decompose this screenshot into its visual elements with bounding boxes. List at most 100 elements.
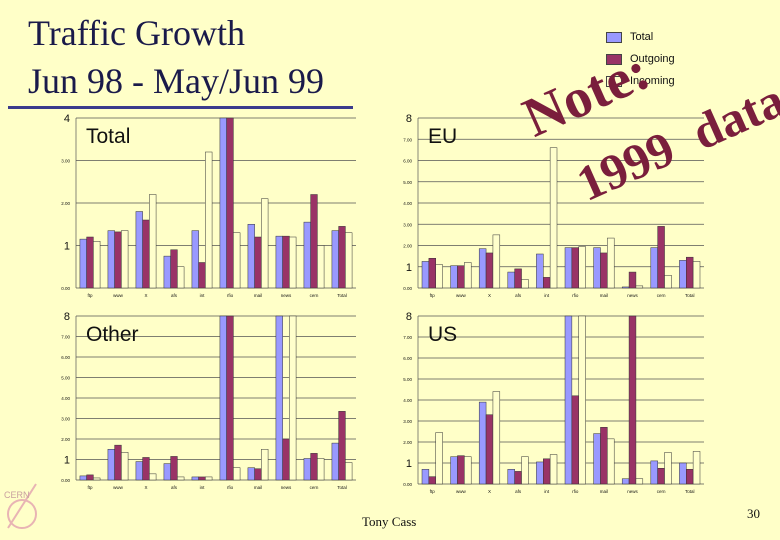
y-tick-label: 6.00 bbox=[403, 159, 412, 164]
legend-item-incoming: Incoming bbox=[606, 70, 675, 92]
bar-total-total bbox=[331, 230, 339, 289]
bar-outgoing-x bbox=[485, 252, 494, 289]
bar-incoming-total bbox=[692, 261, 701, 289]
bar-total-news bbox=[621, 286, 630, 289]
x-tick-label: X bbox=[144, 293, 147, 298]
bar-outgoing-www bbox=[114, 231, 122, 289]
x-tick-label: ftp bbox=[430, 489, 436, 494]
bar-outgoing-cern bbox=[657, 226, 665, 289]
bar-incoming-int bbox=[205, 151, 213, 289]
bar-total-news bbox=[275, 235, 283, 289]
bar-outgoing-mail bbox=[254, 468, 262, 481]
y-tick-label: 4.00 bbox=[403, 398, 412, 403]
y-tick-label: 8 bbox=[64, 311, 70, 323]
bar-incoming-ftp bbox=[435, 264, 443, 289]
svg-text:CERN: CERN bbox=[4, 490, 30, 500]
x-tick-label: ftp bbox=[87, 485, 93, 490]
bar-total-afs bbox=[163, 463, 171, 481]
bar-outgoing-ftp bbox=[428, 258, 436, 289]
legend-label-incoming: Incoming bbox=[630, 75, 675, 87]
bar-incoming-int bbox=[205, 476, 213, 481]
y-tick-label: 2.00 bbox=[61, 201, 70, 206]
bar-outgoing-news bbox=[282, 235, 290, 289]
bar-incoming-x bbox=[492, 391, 501, 485]
y-tick-label: 3.00 bbox=[61, 159, 70, 164]
bar-incoming-ftp bbox=[93, 241, 101, 289]
bar-incoming-news bbox=[635, 478, 644, 485]
bar-incoming-mail bbox=[607, 237, 615, 289]
bar-total-ftp bbox=[421, 469, 430, 485]
bar-incoming-afs bbox=[177, 266, 185, 289]
bar-total-news bbox=[621, 478, 630, 485]
bar-incoming-x bbox=[492, 234, 501, 289]
cern-logo-icon: CERN bbox=[4, 483, 37, 529]
bar-total-total bbox=[679, 462, 687, 485]
y-tick-label: 5.00 bbox=[61, 376, 70, 381]
x-tick-label: int bbox=[544, 489, 550, 494]
x-tick-label: rfio bbox=[227, 293, 234, 298]
bar-incoming-news bbox=[289, 315, 297, 481]
bar-total-cern bbox=[303, 458, 311, 481]
bar-total-ftp bbox=[79, 238, 87, 289]
bar-total-cern bbox=[303, 221, 311, 289]
bar-incoming-afs bbox=[177, 476, 185, 481]
x-tick-label: www bbox=[113, 485, 123, 490]
y-tick-label: 4.00 bbox=[61, 396, 70, 401]
x-tick-label: Total bbox=[337, 293, 347, 298]
y-tick-label: 3.00 bbox=[403, 419, 412, 424]
y-tick-label: 2.00 bbox=[403, 440, 412, 445]
page-title-line-1: Traffic Growth bbox=[28, 13, 245, 53]
x-tick-label: afs bbox=[515, 489, 522, 494]
bar-incoming-afs bbox=[521, 279, 529, 289]
bar-outgoing-mail bbox=[254, 236, 262, 289]
bar-total-afs bbox=[507, 271, 515, 289]
legend-label-outgoing: Outgoing bbox=[630, 53, 675, 65]
bar-total-cern bbox=[650, 247, 658, 289]
bar-incoming-mail bbox=[261, 449, 269, 481]
x-tick-label: int bbox=[200, 485, 206, 490]
y-tick-label: 1 bbox=[64, 241, 70, 253]
legend-label-total: Total bbox=[630, 31, 654, 43]
x-tick-label: afs bbox=[515, 293, 522, 298]
bar-incoming-cern bbox=[664, 275, 672, 289]
bar-outgoing-rfio bbox=[571, 247, 579, 289]
x-tick-label: news bbox=[281, 293, 292, 298]
legend: Total Outgoing Incoming bbox=[606, 26, 675, 92]
x-tick-label: mail bbox=[600, 489, 608, 494]
bar-incoming-rfio bbox=[578, 315, 586, 485]
bar-total-x bbox=[135, 211, 143, 289]
bar-total-www bbox=[450, 456, 458, 485]
bar-incoming-mail bbox=[261, 198, 269, 289]
bar-incoming-ftp bbox=[435, 432, 443, 485]
y-tick-label: 0.00 bbox=[403, 482, 412, 487]
y-tick-label: 1 bbox=[64, 455, 70, 467]
bar-incoming-cern bbox=[317, 458, 325, 481]
bar-outgoing-afs bbox=[514, 471, 522, 485]
bar-incoming-news bbox=[289, 236, 297, 289]
bar-outgoing-int bbox=[198, 476, 206, 481]
bar-outgoing-news bbox=[628, 315, 637, 485]
bar-incoming-cern bbox=[664, 452, 672, 485]
bar-outgoing-x bbox=[142, 219, 150, 289]
x-tick-label: Total bbox=[685, 489, 695, 494]
bar-outgoing-cern bbox=[657, 468, 665, 485]
bar-incoming-x bbox=[149, 194, 157, 289]
bar-total-cern bbox=[650, 460, 658, 485]
y-tick-label: 2.00 bbox=[403, 244, 412, 249]
bar-incoming-rfio bbox=[233, 467, 241, 481]
x-tick-label: X bbox=[488, 489, 491, 494]
bar-incoming-news bbox=[635, 285, 644, 289]
y-tick-label: 5.00 bbox=[403, 377, 412, 382]
legend-swatch-incoming bbox=[606, 75, 622, 87]
y-tick-label: 1 bbox=[406, 262, 412, 274]
bar-outgoing-int bbox=[543, 277, 551, 289]
bar-total-mail bbox=[247, 224, 255, 289]
bar-outgoing-cern bbox=[310, 194, 318, 289]
x-tick-label: www bbox=[113, 293, 123, 298]
y-tick-label: 4 bbox=[64, 113, 70, 125]
x-tick-label: www bbox=[456, 293, 466, 298]
x-tick-label: rfio bbox=[572, 489, 579, 494]
